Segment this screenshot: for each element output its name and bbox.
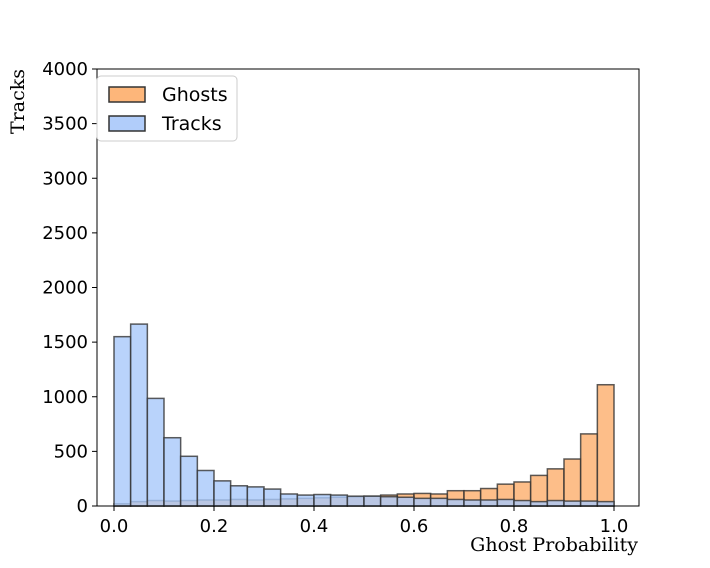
x-axis-label: Ghost Probability xyxy=(470,534,638,556)
tracks-bar xyxy=(279,493,299,507)
tracks-bar xyxy=(429,497,449,507)
ghosts-bar xyxy=(563,458,582,507)
x-tick-label: 0.6 xyxy=(400,516,429,537)
ghosts-bar xyxy=(596,383,615,507)
y-tick-label: 4000 xyxy=(42,59,88,80)
x-tick-label: 0.8 xyxy=(500,516,529,537)
tracks-bar xyxy=(229,485,249,507)
tracks-bar xyxy=(379,495,399,507)
tracks-bar xyxy=(563,500,582,507)
tracks-bar xyxy=(396,496,415,507)
x-axis: 0.0 0.2 0.4 0.6 0.8 1.0 xyxy=(100,506,629,537)
y-tick-label: 3500 xyxy=(42,114,88,135)
tracks-bar xyxy=(329,494,349,507)
tracks-bar xyxy=(129,323,149,507)
y-tick-label: 2000 xyxy=(42,278,88,299)
tracks-bar xyxy=(213,480,232,507)
y-axis: 0 500 1000 1500 2000 2500 3000 3500 4000 xyxy=(42,59,97,517)
ghosts-bar xyxy=(579,433,599,507)
tracks-bar xyxy=(246,486,265,507)
x-tick-label: 0.4 xyxy=(300,516,329,537)
legend-swatch-ghosts xyxy=(108,86,146,103)
tracks-bar xyxy=(363,495,382,507)
tracks-bar xyxy=(529,500,549,507)
tracks-bar xyxy=(513,499,532,507)
x-tick-label: 0.2 xyxy=(200,516,229,537)
legend: Ghosts Tracks xyxy=(96,75,238,142)
x-tick-label: 1.0 xyxy=(600,516,629,537)
tracks-bar xyxy=(313,493,332,507)
tracks-bar xyxy=(579,500,599,507)
tracks-bar xyxy=(263,488,282,507)
tracks-bar xyxy=(496,498,515,507)
tracks-bar xyxy=(196,469,215,507)
y-tick-label: 500 xyxy=(54,441,88,462)
y-tick-label: 3000 xyxy=(42,168,88,189)
legend-label-ghosts: Ghosts xyxy=(162,84,228,106)
legend-swatch-tracks xyxy=(108,115,146,132)
tracks-bar xyxy=(146,397,165,507)
y-tick-label: 2500 xyxy=(42,223,88,244)
tracks-bar xyxy=(463,499,482,507)
x-tick-label: 0.0 xyxy=(100,516,129,537)
tracks-bar xyxy=(546,499,565,507)
tracks-bar xyxy=(179,455,199,507)
y-tick-label: 1000 xyxy=(42,387,88,408)
tracks-bar xyxy=(413,497,432,507)
tracks-bar xyxy=(479,499,499,507)
tracks-bar xyxy=(446,498,465,507)
y-tick-label: 0 xyxy=(77,496,88,517)
tracks-bar xyxy=(596,500,615,507)
y-axis-label: Tracks xyxy=(7,69,29,134)
tracks-bar xyxy=(296,494,315,507)
tracks-bar xyxy=(163,436,182,507)
tracks-bar xyxy=(346,495,365,507)
y-tick-label: 1500 xyxy=(42,332,88,353)
tracks-bar xyxy=(113,335,132,507)
legend-label-tracks: Tracks xyxy=(161,113,222,135)
